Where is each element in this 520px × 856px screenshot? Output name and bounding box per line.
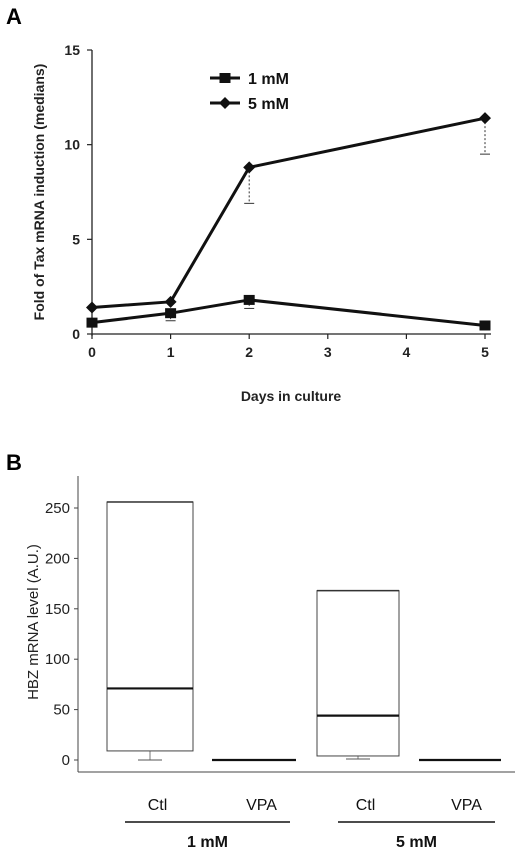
legend-label: 5 mM <box>248 96 289 113</box>
panel-b-y-tick-label: 200 <box>45 550 70 567</box>
panel-b-letter: B <box>6 450 22 475</box>
panel-a-x-tick-label: 3 <box>324 344 332 360</box>
legend-marker <box>219 97 231 109</box>
panel-a-y-tick-label: 0 <box>72 326 80 342</box>
panel-a: A 0 5 10 15 0 1 2 3 4 5 1 mM 5 mM Days in culture… <box>6 4 491 404</box>
series-line <box>91 116 486 309</box>
panel-a-x-tick-label: 4 <box>403 344 411 360</box>
panel-a-x-ticks: 0 1 2 3 4 5 <box>88 334 489 360</box>
panel-a-x-tick-label: 5 <box>481 344 489 360</box>
panel-a-y-ticks: 0 5 10 15 <box>64 42 92 342</box>
group-label: 5 mM <box>396 834 437 851</box>
panel-b-y-tick-label: 250 <box>45 500 70 517</box>
panel-a-y-tick-label: 5 <box>72 231 80 247</box>
category-label: Ctl <box>148 797 168 814</box>
panel-a-x-tick-label: 0 <box>88 344 96 360</box>
data-point <box>243 161 256 174</box>
panel-b-y-tick-label: 50 <box>53 702 70 719</box>
category-label: VPA <box>451 797 482 814</box>
panel-a-x-tick-label: 1 <box>167 344 175 360</box>
data-point <box>86 317 98 328</box>
series-line <box>91 298 486 327</box>
panel-a-series <box>86 112 491 331</box>
panel-b-axes <box>77 476 515 773</box>
panel-b-y-tick-label: 0 <box>62 752 70 769</box>
data-point <box>165 308 177 319</box>
panel-b-boxes <box>106 501 501 762</box>
data-point <box>243 294 255 305</box>
group-label: 1 mM <box>187 834 228 851</box>
category-label: Ctl <box>356 797 376 814</box>
panel-a-legend: 1 mM 5 mM <box>210 71 289 113</box>
box-body <box>106 501 194 752</box>
series-square <box>86 294 491 331</box>
category-label: VPA <box>246 797 277 814</box>
box-body <box>316 590 400 757</box>
series-diamond <box>86 112 491 314</box>
data-point <box>86 301 98 314</box>
box-5mM-ctl <box>316 589 400 760</box>
panel-b-y-axis-label: HBZ mRNA level (A.U.) <box>25 544 42 700</box>
panel-b: B 0 50 100 150 200 250 Ctl VPA 1 mM Ctl VPA 5 mM H… <box>6 450 515 851</box>
panel-a-y-tick-label: 10 <box>64 137 80 153</box>
panel-a-y-axis-label: Fold of Tax mRNA induction (medians) <box>31 64 47 321</box>
legend-marker <box>219 73 231 83</box>
panel-a-x-tick-label: 2 <box>245 344 253 360</box>
box-1mM-ctl <box>106 501 194 761</box>
panel-a-x-axis-label: Days in culture <box>241 388 342 404</box>
panel-b-y-tick-label: 150 <box>45 601 70 618</box>
data-point <box>479 320 491 331</box>
data-point <box>164 295 177 308</box>
panel-a-axes <box>91 50 491 336</box>
legend-label: 1 mM <box>248 71 289 88</box>
panel-b-categories: Ctl VPA 1 mM Ctl VPA 5 mM <box>125 797 495 851</box>
data-point <box>479 112 491 125</box>
panel-a-y-tick-label: 15 <box>64 42 80 58</box>
panel-b-y-tick-label: 100 <box>45 651 70 668</box>
panel-a-letter: A <box>6 4 22 29</box>
panel-b-y-ticks: 0 50 100 150 200 250 <box>45 500 78 769</box>
